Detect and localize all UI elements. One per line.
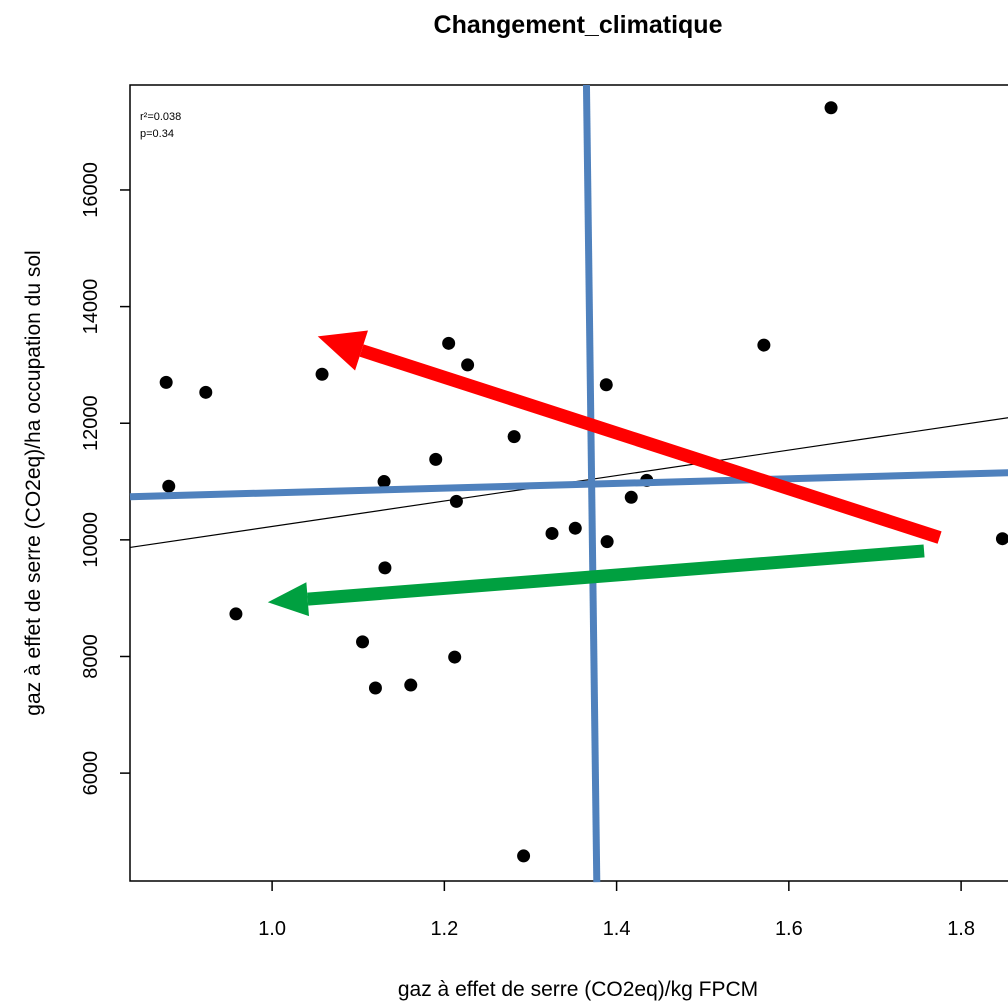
data-point-18 bbox=[568, 521, 582, 535]
data-point-15 bbox=[507, 430, 521, 444]
overlay-layer bbox=[129, 84, 1008, 883]
y-tick-label-4: 14000 bbox=[80, 279, 102, 335]
y-tick-label-1: 8000 bbox=[80, 634, 102, 679]
points-layer bbox=[159, 101, 1008, 863]
data-point-16 bbox=[517, 849, 531, 863]
x-tick-label-4: 1.8 bbox=[947, 918, 975, 940]
data-point-25 bbox=[995, 532, 1008, 546]
red-arrow-shaft bbox=[359, 344, 942, 544]
x-axis: 1.0 1.2 1.4 1.6 1.8 bbox=[258, 881, 975, 940]
blue-horizontal-line bbox=[129, 469, 1008, 501]
plot-area-frame bbox=[129, 84, 1008, 882]
data-point-7 bbox=[377, 475, 391, 489]
y-tick-label-0: 6000 bbox=[80, 751, 102, 796]
data-point-11 bbox=[442, 336, 456, 350]
data-point-21 bbox=[624, 490, 638, 504]
data-point-2 bbox=[199, 385, 213, 399]
x-tick-label-2: 1.4 bbox=[603, 918, 631, 940]
x-tick-label-3: 1.6 bbox=[775, 918, 803, 940]
data-point-9 bbox=[404, 678, 418, 692]
data-point-24 bbox=[824, 101, 838, 115]
data-point-1 bbox=[162, 479, 176, 493]
green-arrow-shaft bbox=[307, 544, 925, 606]
chart-title: Changement_climatique bbox=[434, 11, 723, 39]
green-arrow-head bbox=[267, 582, 310, 617]
r-squared-annotation: r²=0.038 bbox=[140, 111, 181, 123]
data-point-4 bbox=[315, 367, 329, 381]
red-arrow-head bbox=[317, 330, 368, 371]
data-point-6 bbox=[368, 681, 382, 695]
data-point-23 bbox=[757, 338, 771, 352]
data-point-20 bbox=[600, 535, 614, 549]
data-point-10 bbox=[429, 452, 443, 466]
data-point-13 bbox=[449, 494, 463, 508]
data-point-19 bbox=[599, 378, 613, 392]
data-point-12 bbox=[448, 650, 462, 664]
data-point-14 bbox=[461, 358, 475, 372]
data-point-5 bbox=[356, 635, 370, 649]
y-tick-label-2: 10000 bbox=[80, 512, 102, 568]
x-tick-label-1: 1.2 bbox=[430, 918, 458, 940]
p-value-annotation: p=0.34 bbox=[140, 128, 174, 140]
data-point-3 bbox=[229, 607, 243, 621]
data-point-8 bbox=[378, 561, 392, 575]
data-point-17 bbox=[545, 526, 559, 540]
y-axis-title: gaz à effet de serre (CO2eq)/ha occupati… bbox=[22, 250, 45, 715]
y-tick-label-3: 12000 bbox=[80, 395, 102, 451]
x-axis-title: gaz à effet de serre (CO2eq)/kg FPCM bbox=[398, 978, 758, 1001]
y-tick-label-5: 16000 bbox=[80, 162, 102, 218]
y-axis: 6000 8000 10000 12000 14000 16000 bbox=[80, 162, 130, 795]
x-tick-label-0: 1.0 bbox=[258, 918, 286, 940]
data-point-0 bbox=[159, 375, 173, 389]
